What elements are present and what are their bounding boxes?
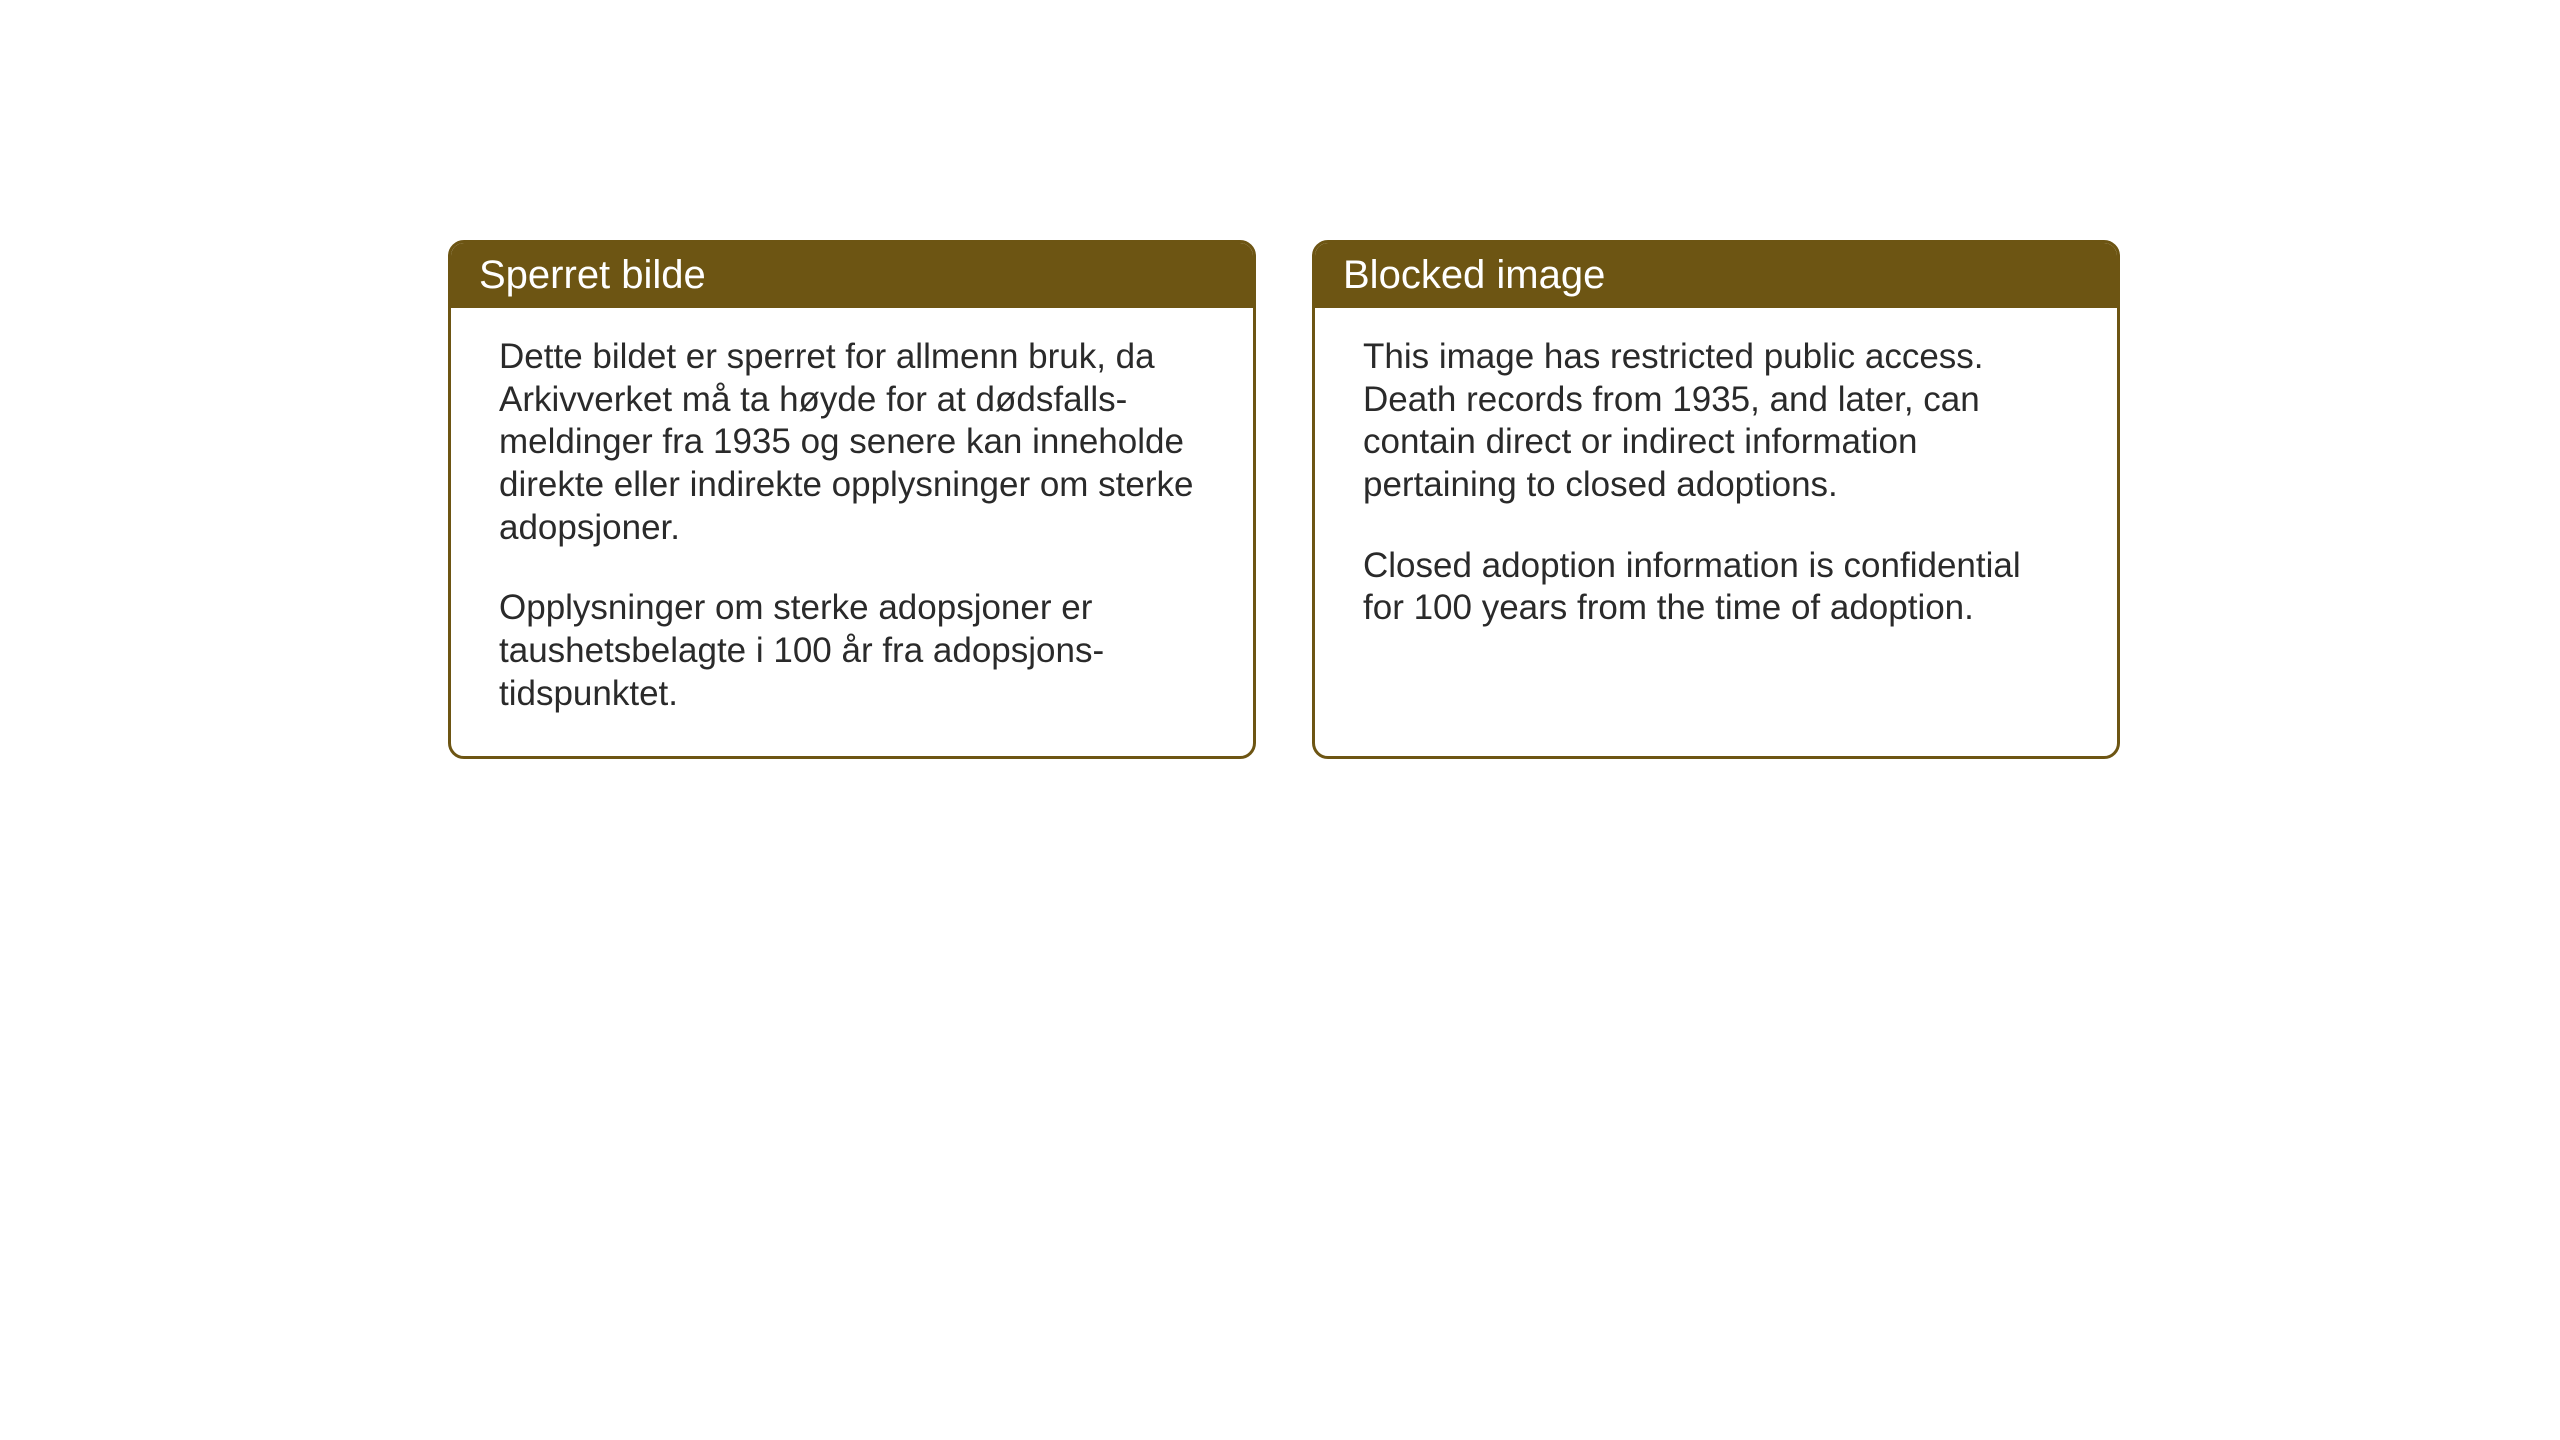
notice-container: Sperret bilde Dette bildet er sperret fo… xyxy=(448,240,2120,759)
notice-body-norwegian: Dette bildet er sperret for allmenn bruk… xyxy=(451,308,1253,756)
notice-paragraph-2-norwegian: Opplysninger om sterke adopsjoner er tau… xyxy=(499,587,1205,715)
notice-paragraph-1-english: This image has restricted public access.… xyxy=(1363,336,2069,507)
notice-title-norwegian: Sperret bilde xyxy=(479,253,706,297)
notice-header-english: Blocked image xyxy=(1315,243,2117,308)
notice-card-norwegian: Sperret bilde Dette bildet er sperret fo… xyxy=(448,240,1256,759)
notice-paragraph-1-norwegian: Dette bildet er sperret for allmenn bruk… xyxy=(499,336,1205,549)
notice-title-english: Blocked image xyxy=(1343,253,1605,297)
notice-body-english: This image has restricted public access.… xyxy=(1315,308,2117,738)
notice-header-norwegian: Sperret bilde xyxy=(451,243,1253,308)
notice-paragraph-2-english: Closed adoption information is confident… xyxy=(1363,545,2069,630)
notice-card-english: Blocked image This image has restricted … xyxy=(1312,240,2120,759)
